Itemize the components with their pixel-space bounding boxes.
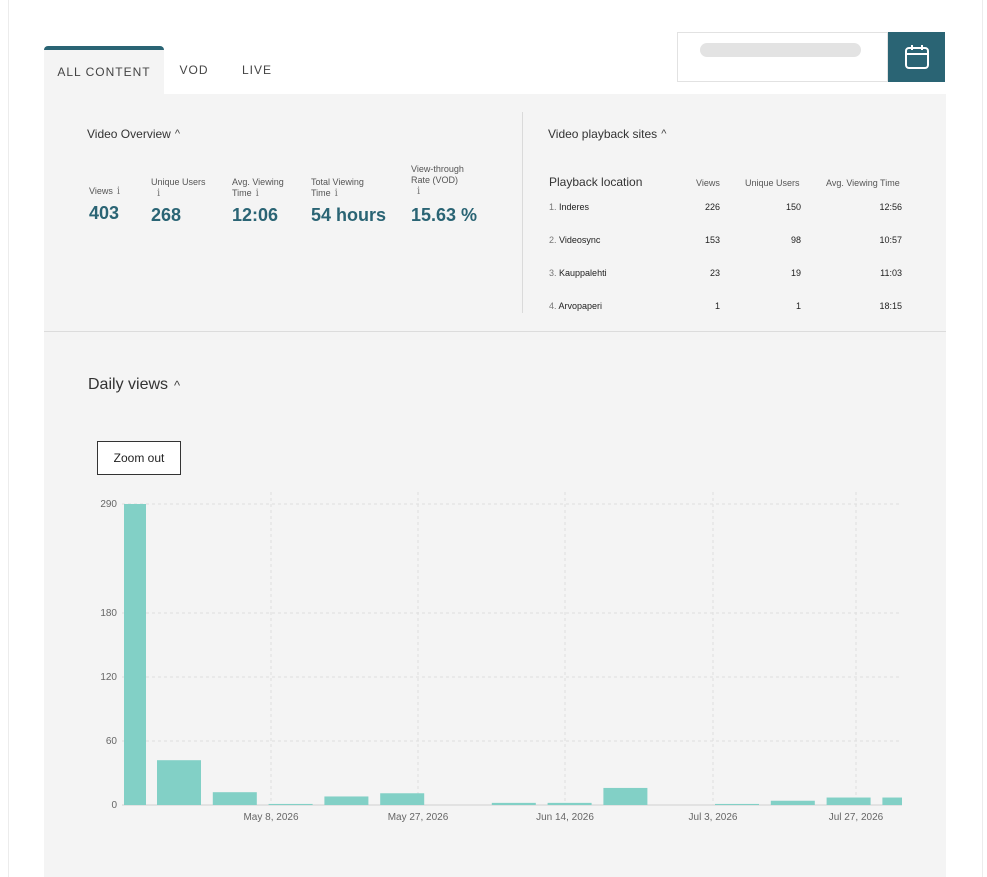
video-overview-toggle[interactable]: Video Overview ^ <box>87 127 180 141</box>
metric-avg-time-value: 12:06 <box>232 205 279 225</box>
date-range-placeholder <box>700 43 861 57</box>
x-tick-label: Jul 27, 2026 <box>829 812 884 823</box>
metric-views-value: 403 <box>89 203 120 223</box>
bar <box>380 793 425 805</box>
bar <box>268 803 313 805</box>
tab-label: ALL CONTENT <box>57 65 151 79</box>
info-icon[interactable]: i <box>417 186 421 197</box>
y-tick-label: 0 <box>111 800 117 811</box>
tab-label: VOD <box>179 63 209 77</box>
info-icon[interactable]: i <box>116 186 121 197</box>
bar <box>124 504 146 805</box>
row-users: 98 <box>790 235 801 245</box>
info-icon[interactable]: i <box>255 188 259 199</box>
row-location: 1. Inderes <box>549 202 590 212</box>
row-users: 1 <box>795 301 801 311</box>
x-tick-label: May 27, 2026 <box>388 812 449 823</box>
metric-unique-users-label: Unique Users i <box>151 177 206 199</box>
y-tick-label: 290 <box>100 499 117 510</box>
col-header-views: Views <box>696 178 720 188</box>
row-location: 4. Arvopaperi <box>549 301 603 311</box>
col-header-unique-users: Unique Users <box>745 178 800 188</box>
row-views: 153 <box>704 235 720 245</box>
chevron-up-icon: ^ <box>661 128 667 140</box>
metric-unique-users-value: 268 <box>151 205 182 225</box>
y-tick-label: 180 <box>100 608 117 619</box>
info-icon[interactable]: i <box>334 188 338 199</box>
row-views: 226 <box>704 202 720 212</box>
bar <box>603 787 648 805</box>
daily-views-toggle[interactable]: Daily views ^ <box>88 376 180 394</box>
tab-label: LIVE <box>241 63 272 77</box>
row-users: 150 <box>785 202 801 212</box>
playback-sites-toggle[interactable]: Video playback sites ^ <box>548 127 666 141</box>
metric-view-through-label: View-through Rate (VOD) i <box>411 164 464 197</box>
bar <box>770 800 815 805</box>
row-views: 23 <box>709 268 720 278</box>
row-avg: 10:57 <box>879 235 902 245</box>
row-location: 3. Kauppalehti <box>549 268 607 278</box>
bar <box>491 802 536 805</box>
row-location: 2. Videosync <box>549 235 601 245</box>
overview-panel: Video Overview ^ Views i 403 Unique Users… <box>44 94 946 332</box>
metric-total-time-value: 54 hours <box>311 205 387 225</box>
calendar-icon <box>904 45 929 69</box>
row-avg: 11:03 <box>880 268 902 278</box>
playback-sites-title: Video playback sites <box>548 127 658 141</box>
chevron-up-icon: ^ <box>174 377 181 393</box>
col-header-location: Playback location <box>549 175 643 189</box>
frame-border-right <box>982 0 983 877</box>
x-tick-label: Jun 14, 2026 <box>536 812 594 823</box>
video-overview-title: Video Overview <box>87 127 171 141</box>
bar <box>715 803 759 805</box>
bar <box>157 760 201 805</box>
bar <box>826 797 871 805</box>
bar <box>547 802 592 805</box>
daily-views-chart: 0 60 120 180 290 May 8, 2026 May 27, 2026 Jun 1… <box>100 492 902 823</box>
date-range-input[interactable] <box>677 32 888 82</box>
metric-view-through-value: 15.63 % <box>411 205 478 225</box>
row-users: 19 <box>790 268 801 278</box>
metric-total-time-label: Total Viewing Time i <box>311 177 364 199</box>
metric-views-label: Views i <box>89 186 121 197</box>
bar <box>212 792 257 805</box>
tab-vod[interactable]: VOD <box>170 46 218 94</box>
col-header-avg-time: Avg. Viewing Time <box>826 178 900 188</box>
row-avg: 18:15 <box>879 301 902 311</box>
calendar-button[interactable] <box>888 32 945 82</box>
bar <box>882 797 902 805</box>
daily-views-panel: Daily views ^ Zoom out 0 60 120 180 290 May 8… <box>44 332 946 877</box>
metric-avg-time-label: Avg. Viewing Time i <box>232 177 284 199</box>
daily-views-title: Daily views <box>88 376 169 393</box>
row-avg: 12:56 <box>879 202 902 212</box>
panel-divider <box>522 112 523 313</box>
y-tick-label: 60 <box>106 736 118 747</box>
bar <box>324 796 369 805</box>
tab-live[interactable]: LIVE <box>232 46 282 94</box>
info-icon[interactable]: i <box>157 188 161 199</box>
zoom-out-button[interactable]: Zoom out <box>97 441 181 475</box>
chevron-up-icon: ^ <box>174 128 180 140</box>
row-views: 1 <box>714 301 720 311</box>
x-tick-label: May 8, 2026 <box>243 812 298 823</box>
y-tick-label: 120 <box>100 672 117 683</box>
tab-all-content[interactable]: ALL CONTENT <box>44 46 164 94</box>
frame-border-left <box>8 0 9 877</box>
x-tick-label: Jul 3, 2026 <box>689 812 738 823</box>
